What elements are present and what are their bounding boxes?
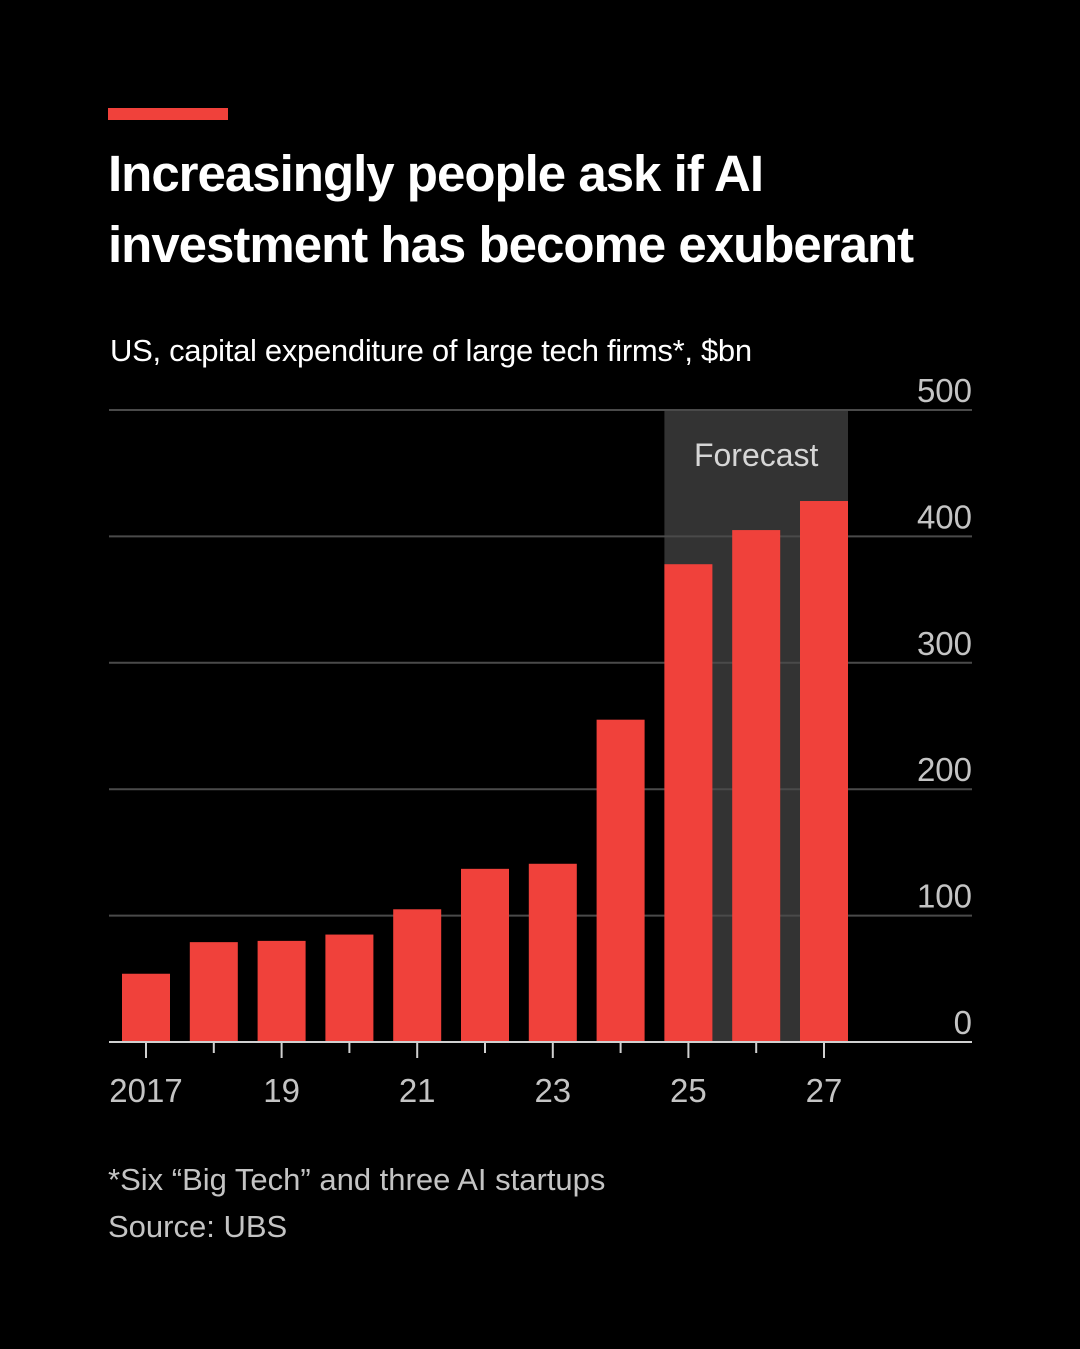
- x-tick-label-2021: 21: [399, 1072, 436, 1109]
- y-tick-label-300: 300: [917, 625, 972, 662]
- bar-2024: [596, 719, 645, 1042]
- x-tick-label-2019: 19: [263, 1072, 300, 1109]
- y-tick-label-100: 100: [917, 878, 972, 915]
- bar-2020: [325, 934, 374, 1042]
- bar-2026: [732, 530, 781, 1042]
- y-tick-label-0: 0: [954, 1004, 972, 1041]
- forecast-label: Forecast: [694, 437, 819, 473]
- source-note: Source: UBS: [108, 1209, 288, 1244]
- x-tick-label-2027: 27: [806, 1072, 843, 1109]
- y-tick-label-500: 500: [917, 372, 972, 409]
- bar-2019: [257, 940, 306, 1042]
- footnote: *Six “Big Tech” and three AI startups: [108, 1162, 606, 1197]
- x-tick-label-2025: 25: [670, 1072, 707, 1109]
- chart-title: Increasingly people ask if AI investment…: [108, 145, 914, 273]
- bar-2021: [393, 909, 442, 1042]
- bar-2018: [189, 942, 238, 1042]
- y-tick-label-400: 400: [917, 498, 972, 535]
- bar-2027: [800, 501, 848, 1042]
- bar-2025: [664, 564, 713, 1042]
- x-tick-label-2017: 2017: [109, 1072, 182, 1109]
- y-tick-label-200: 200: [917, 751, 972, 788]
- bar-2017: [122, 973, 170, 1042]
- x-tick-label-2023: 23: [534, 1072, 571, 1109]
- accent-bar: [108, 108, 228, 120]
- bar-2022: [461, 868, 509, 1042]
- chart-subtitle: US, capital expenditure of large tech fi…: [110, 333, 752, 368]
- bar-2023: [528, 863, 577, 1042]
